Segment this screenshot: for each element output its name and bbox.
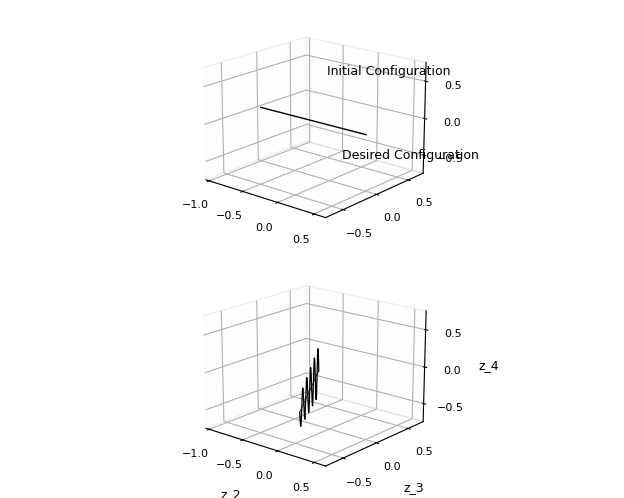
X-axis label: z_2: z_2 [221, 488, 241, 498]
Y-axis label: z_3: z_3 [404, 481, 424, 494]
